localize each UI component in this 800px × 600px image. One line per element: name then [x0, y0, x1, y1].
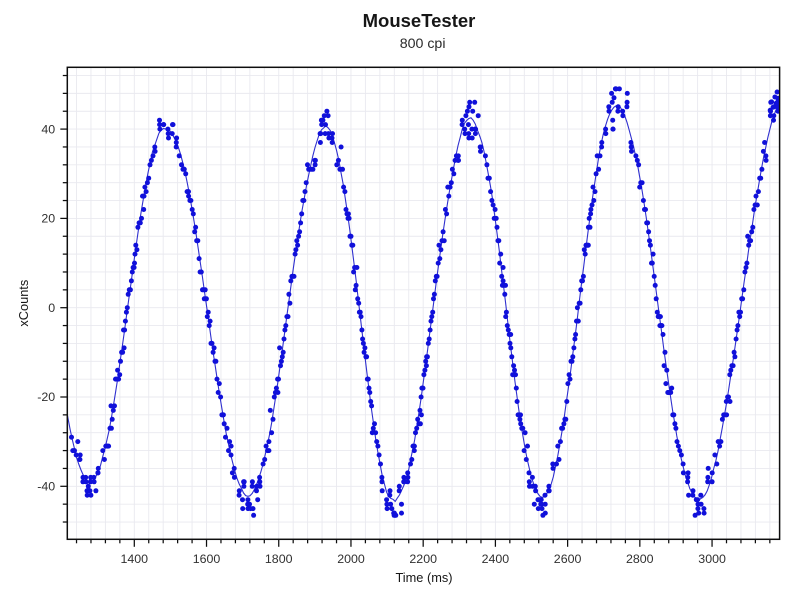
svg-text:40: 40 [41, 122, 55, 136]
svg-text:2400: 2400 [482, 552, 510, 566]
svg-text:MouseTester: MouseTester [363, 10, 476, 31]
svg-text:0: 0 [48, 301, 55, 315]
svg-text:800 cpi: 800 cpi [400, 36, 446, 52]
svg-text:20: 20 [41, 212, 55, 226]
svg-text:2200: 2200 [409, 552, 437, 566]
svg-text:1400: 1400 [121, 552, 149, 566]
svg-text:3000: 3000 [698, 552, 726, 566]
svg-text:2000: 2000 [337, 552, 365, 566]
svg-text:2600: 2600 [554, 552, 582, 566]
svg-text:2800: 2800 [626, 552, 654, 566]
svg-text:-40: -40 [37, 480, 55, 494]
svg-text:xCounts: xCounts [16, 280, 31, 327]
svg-text:1600: 1600 [193, 552, 221, 566]
svg-text:-20: -20 [37, 390, 55, 404]
svg-text:1800: 1800 [265, 552, 293, 566]
svg-text:Time (ms): Time (ms) [395, 570, 452, 585]
